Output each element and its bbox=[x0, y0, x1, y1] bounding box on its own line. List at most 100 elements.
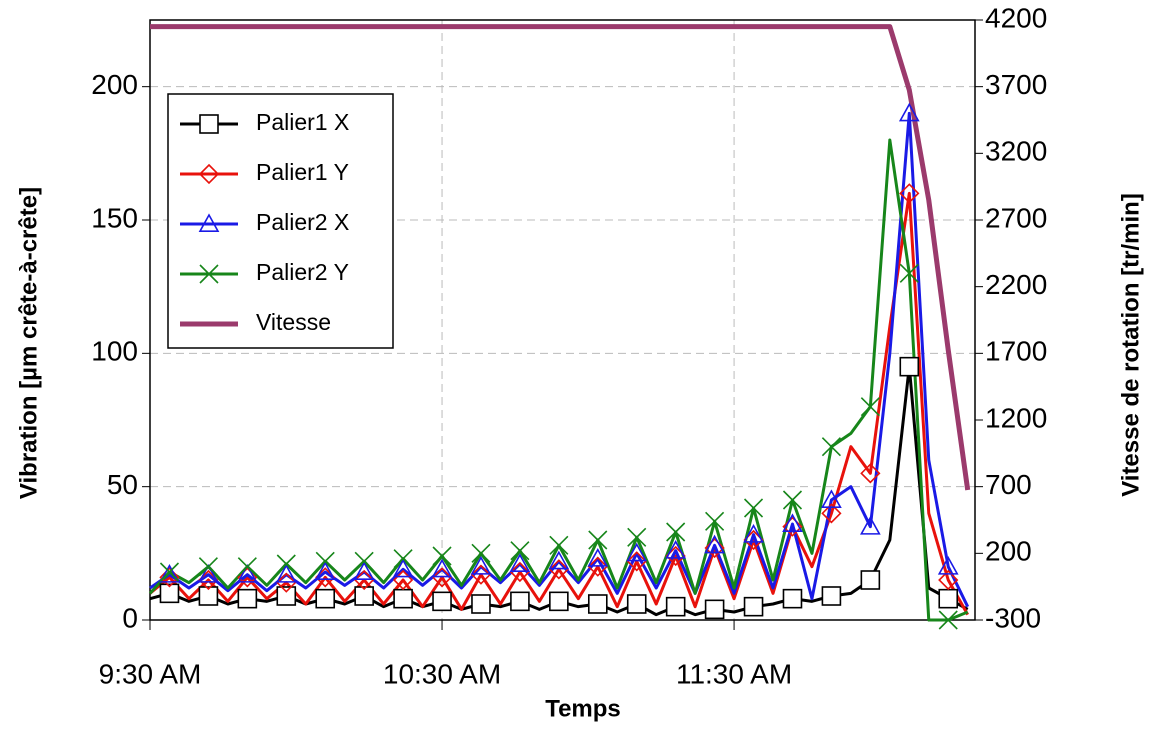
marker bbox=[859, 516, 881, 535]
marker bbox=[626, 542, 648, 562]
marker bbox=[159, 567, 180, 588]
legend-label: Vitesse bbox=[256, 309, 331, 335]
marker bbox=[237, 588, 258, 609]
x-tick-label: 11:30 AM bbox=[676, 658, 792, 689]
marker bbox=[276, 554, 296, 574]
marker bbox=[275, 564, 297, 583]
y-tick-label: 150 bbox=[91, 202, 138, 233]
marker bbox=[431, 567, 453, 588]
marker bbox=[471, 543, 491, 563]
marker bbox=[626, 551, 647, 572]
marker bbox=[782, 588, 803, 609]
marker bbox=[392, 558, 414, 578]
marker bbox=[159, 562, 180, 582]
marker bbox=[509, 561, 531, 583]
y-tick-label: 200 bbox=[91, 69, 138, 100]
marker bbox=[353, 561, 375, 581]
y2-tick-label: 2700 bbox=[985, 202, 1047, 233]
y2-tick-label: 1200 bbox=[985, 402, 1047, 433]
marker bbox=[937, 556, 959, 575]
marker bbox=[471, 594, 491, 614]
marker bbox=[704, 534, 725, 554]
marker bbox=[393, 549, 413, 569]
marker bbox=[938, 588, 959, 609]
marker bbox=[354, 586, 374, 606]
marker bbox=[548, 550, 570, 570]
marker bbox=[938, 610, 958, 630]
marker bbox=[314, 561, 336, 581]
marker bbox=[198, 586, 219, 606]
marker bbox=[549, 535, 569, 555]
y2-axis-label: Vitesse de rotation [tr/min] bbox=[1117, 193, 1144, 497]
marker bbox=[821, 489, 842, 509]
marker bbox=[432, 591, 452, 612]
marker bbox=[704, 537, 725, 559]
y-tick-label: 50 bbox=[107, 469, 138, 500]
marker bbox=[199, 264, 219, 284]
marker bbox=[626, 594, 647, 614]
marker bbox=[548, 559, 569, 580]
y-tick-label: 100 bbox=[91, 336, 138, 367]
marker bbox=[509, 553, 531, 573]
y2-tick-label: -300 bbox=[985, 602, 1041, 633]
marker bbox=[354, 551, 374, 571]
marker bbox=[470, 556, 492, 575]
marker bbox=[432, 546, 452, 566]
marker bbox=[938, 569, 959, 591]
marker bbox=[860, 397, 880, 417]
y2-tick-label: 3700 bbox=[985, 69, 1047, 100]
marker bbox=[237, 557, 257, 577]
y2-tick-label: 1700 bbox=[985, 336, 1047, 367]
marker bbox=[821, 586, 842, 606]
marker bbox=[198, 213, 220, 232]
marker bbox=[627, 527, 647, 547]
y2-tick-label: 200 bbox=[985, 536, 1032, 567]
marker bbox=[743, 596, 764, 617]
marker bbox=[860, 463, 881, 484]
legend-label: Palier1 X bbox=[256, 109, 349, 135]
y2-tick-label: 4200 bbox=[985, 2, 1047, 33]
x-tick-label: 10:30 AM bbox=[383, 658, 501, 689]
marker bbox=[276, 586, 297, 606]
legend-label: Palier2 Y bbox=[256, 259, 349, 285]
marker bbox=[898, 102, 920, 122]
y-tick-label: 0 bbox=[122, 602, 138, 633]
marker bbox=[665, 540, 687, 559]
y2-tick-label: 3200 bbox=[985, 136, 1047, 167]
y2-tick-label: 2200 bbox=[985, 269, 1047, 300]
legend-label: Palier2 X bbox=[256, 209, 349, 235]
marker bbox=[198, 564, 219, 583]
marker bbox=[782, 513, 803, 533]
marker bbox=[705, 511, 725, 531]
marker bbox=[431, 558, 453, 578]
marker bbox=[198, 557, 218, 577]
marker bbox=[587, 594, 608, 614]
marker bbox=[510, 541, 530, 561]
marker bbox=[821, 503, 842, 524]
x-axis-label: Temps bbox=[545, 695, 621, 722]
marker bbox=[860, 570, 881, 590]
marker bbox=[393, 588, 413, 609]
marker bbox=[743, 524, 764, 543]
marker bbox=[899, 356, 920, 377]
marker bbox=[899, 183, 920, 204]
marker bbox=[236, 564, 258, 583]
marker bbox=[237, 567, 258, 588]
series-line bbox=[150, 24, 971, 491]
marker bbox=[354, 569, 375, 591]
x-tick-label: 9:30 AM bbox=[99, 658, 202, 689]
marker bbox=[704, 599, 725, 620]
marker bbox=[199, 114, 219, 134]
legend: Palier1 X Palier1 Y Palier2 X Palier2 Y Vite… bbox=[167, 93, 394, 349]
marker bbox=[899, 263, 919, 283]
marker bbox=[510, 591, 530, 612]
marker bbox=[470, 564, 492, 585]
marker bbox=[198, 163, 220, 185]
y-axis-label: Vibration [µm crête-à-crête] bbox=[15, 187, 42, 499]
marker bbox=[782, 516, 803, 537]
marker bbox=[665, 596, 686, 617]
marker bbox=[315, 588, 336, 609]
marker bbox=[549, 591, 569, 612]
marker bbox=[276, 572, 297, 593]
